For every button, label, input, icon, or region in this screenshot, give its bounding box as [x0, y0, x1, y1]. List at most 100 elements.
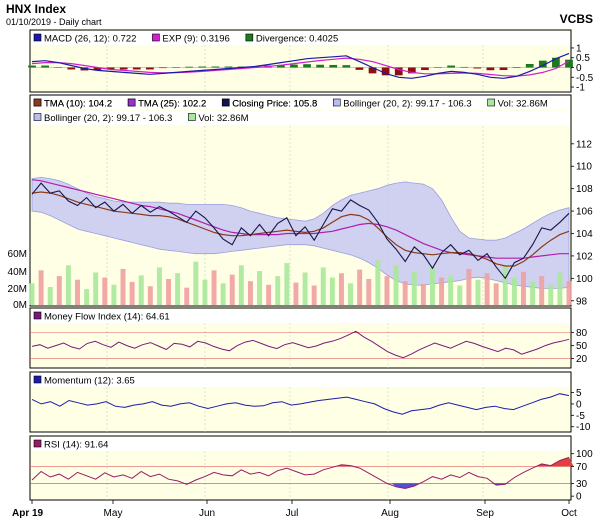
y-tick-label: -5 — [576, 411, 585, 422]
volume-bar — [357, 269, 363, 305]
divergence-bar — [434, 67, 442, 68]
volume-tick-label: 40M — [8, 267, 27, 278]
legend-strip — [31, 96, 570, 110]
volume-bar — [293, 282, 299, 305]
volume-bar — [521, 271, 526, 305]
overbought-fill — [537, 457, 574, 467]
y-tick-label: 100 — [576, 274, 593, 285]
divergence-bar — [447, 65, 455, 68]
y-tick-label: -10 — [576, 422, 591, 433]
divergence-bar — [473, 67, 482, 69]
y-tick-label: -0.5 — [576, 73, 594, 84]
volume-bar — [348, 283, 354, 305]
volume-bar — [493, 283, 499, 305]
volume-bar — [366, 279, 372, 305]
volume-bar — [557, 272, 563, 305]
divergence-bar — [538, 60, 547, 68]
legend-swatch — [152, 33, 160, 42]
y-tick-label: 1 — [576, 43, 582, 54]
divergence-bar — [146, 67, 154, 70]
divergence-bar — [512, 67, 521, 68]
legend-label: TMA (25): 102.2 — [138, 99, 206, 110]
divergence-bar — [525, 63, 534, 68]
volume-bar — [484, 273, 490, 305]
legend-label: Momentum (12): 3.65 — [44, 376, 135, 387]
legend-label: Bollinger (20, 2): 99.17 - 106.3 — [44, 113, 172, 124]
legend-swatch — [332, 98, 341, 107]
volume-bar — [147, 286, 153, 305]
volume-bar — [275, 276, 281, 305]
legend-swatch — [33, 33, 42, 42]
divergence-bar — [499, 67, 508, 71]
volume-bar — [539, 276, 545, 305]
volume-bar — [257, 271, 263, 305]
volume-bar — [457, 285, 463, 305]
volume-bar — [266, 284, 272, 305]
divergence-bar — [486, 67, 495, 71]
legend-label: TMA (10): 104.2 — [44, 99, 112, 110]
volume-bar — [211, 270, 217, 305]
y-tick-label: 106 — [576, 207, 593, 218]
volume-bar — [84, 289, 90, 305]
x-tick-label: Apr 19 — [12, 508, 44, 519]
volume-bar — [184, 287, 190, 305]
volume-bar — [229, 274, 235, 305]
mfi-line — [31, 330, 570, 359]
volume-bar — [284, 263, 290, 305]
divergence-bar — [565, 59, 573, 68]
legend-swatch — [221, 98, 230, 107]
volume-bar — [120, 268, 126, 305]
y-tick-label: 108 — [576, 184, 593, 195]
divergence-bar — [106, 67, 115, 70]
volume-bar — [65, 265, 71, 305]
volume-tick-label: 20M — [8, 284, 27, 295]
volume-bar — [47, 286, 53, 305]
volume-bar — [375, 260, 381, 305]
volume-bar — [193, 261, 199, 305]
volume-bar — [138, 275, 144, 305]
y-tick-label: 112 — [576, 139, 592, 150]
legend-label: Vol: 32.86M — [198, 113, 248, 124]
legend-label: Closing Price: 105.8 — [232, 99, 317, 110]
volume-bar — [311, 285, 317, 305]
legend-label: Money Flow Index (14): 64.61 — [44, 312, 170, 323]
volume-bar — [166, 279, 172, 305]
legend-swatch — [127, 98, 136, 107]
closing-price-line — [31, 182, 570, 280]
divergence-bar — [159, 67, 167, 69]
divergence-bar — [276, 64, 285, 68]
divergence-bar — [211, 66, 220, 68]
divergence-bar — [381, 67, 390, 76]
volume-bar — [502, 265, 508, 305]
panel-momentum: Momentum (12): 3.65 50-5-10 — [29, 371, 591, 433]
oversold-fill — [391, 483, 419, 489]
legend-strip — [31, 373, 570, 387]
legend-label: TMA (25): 102.2 — [138, 99, 206, 110]
legend-label: Vol: 32.86M — [498, 99, 548, 110]
y-tick-label: 110 — [576, 162, 592, 173]
volume-bar — [38, 270, 44, 305]
volume-bar — [402, 281, 408, 305]
volume-bar — [329, 277, 335, 305]
divergence-bar — [303, 64, 311, 68]
panel-price: TMA (10): 104.2 TMA (25): 102.2 Closing Pr… — [8, 94, 593, 311]
y-tick-label: 30 — [576, 479, 588, 490]
legend-label: RSI (14): 91.64 — [44, 440, 108, 451]
y-tick-label: 104 — [576, 229, 593, 240]
x-tick-label: Oct — [561, 508, 577, 519]
legend-label: EXP (9): 0.3196 — [162, 34, 229, 45]
volume-bar — [302, 272, 308, 305]
divergence-bar — [67, 67, 76, 70]
volume-bar — [238, 265, 244, 305]
volume-bar — [247, 281, 253, 305]
legend-swatch — [487, 98, 495, 107]
panel-rsi: RSI (14): 91.64 100 70 30 0 — [29, 435, 593, 503]
volume-bar — [393, 265, 399, 305]
legend-swatch — [33, 113, 42, 121]
divergence-bar — [290, 64, 298, 68]
volume-bar — [338, 273, 344, 305]
divergence-bar — [355, 67, 364, 70]
y-tick-label: 0 — [576, 492, 582, 503]
divergence-bar — [421, 67, 429, 71]
